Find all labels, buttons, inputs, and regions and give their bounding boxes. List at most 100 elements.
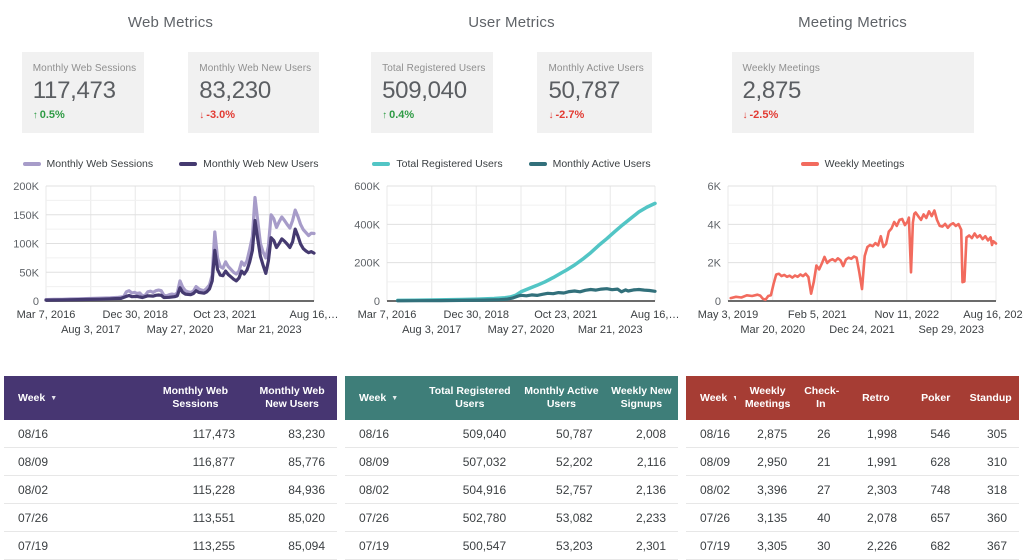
chart-plot-area[interactable]: 0 2K 4K 6K May 3, 2019 Mar 20, 2020 Feb 5, 202… <box>682 176 1023 346</box>
scorecard-monthly-web-new-users: Monthly Web New Users 83,230 ↓ -3.0% <box>188 52 320 133</box>
svg-text:Mar 7, 2016: Mar 7, 2016 <box>17 309 76 321</box>
legend-item-monthly-active-users[interactable]: Monthly Active Users <box>528 158 651 170</box>
meeting-metrics-table: Week ▼ Weekly Meetings Check-In Retro Poker St… <box>686 376 1019 560</box>
table-header-row: Week ▼ Total Registered Users Monthly Activ… <box>345 376 678 420</box>
chart-plot-area[interactable]: 0 200K 400K 600K Mar 7, 2016 Aug 3, 2017 Dec 3… <box>341 176 682 346</box>
table-cell: 504,916 <box>421 475 519 504</box>
column-header-weekly-new-signups[interactable]: Weekly New Signups <box>611 385 672 410</box>
table-cell: 40 <box>799 503 843 532</box>
svg-text:Mar 7, 2016: Mar 7, 2016 <box>358 309 417 321</box>
web-line-chart[interactable]: Monthly Web Sessions Monthly Web New User… <box>0 156 341 346</box>
scorecard-value: 2,875 <box>742 77 802 104</box>
sort-arrow-icon: ▼ <box>391 394 399 402</box>
chart-legend: Weekly Meetings <box>682 156 1023 172</box>
scorecard-delta: ↑ 0.4% <box>382 109 415 121</box>
column-header-week[interactable]: Week ▼ <box>686 376 736 420</box>
table-cell: 2,226 <box>842 531 910 560</box>
column-header-week[interactable]: Week ▼ <box>359 391 399 404</box>
table-cell: 3,135 <box>735 503 800 532</box>
column-header-monthly-web-new-users[interactable]: Monthly Web New Users <box>259 385 325 410</box>
svg-text:0: 0 <box>33 296 39 308</box>
column-header-standup[interactable]: Standup <box>969 391 1012 404</box>
svg-text:Aug 3, 2017: Aug 3, 2017 <box>61 324 120 336</box>
table-cell: 1,991 <box>842 447 910 476</box>
svg-text:0: 0 <box>715 296 721 308</box>
table-cell: 53,082 <box>518 503 605 532</box>
table-row: 08/16 509,040 50,787 2,008 <box>345 420 678 448</box>
table-row: 08/02 504,916 52,757 2,136 <box>345 475 678 504</box>
table-cell: 507,032 <box>421 447 519 476</box>
table-cell: 85,776 <box>247 447 337 476</box>
table-cell: 546 <box>909 420 963 448</box>
svg-text:May 3, 2019: May 3, 2019 <box>698 309 759 321</box>
table-cell: 21 <box>799 447 843 476</box>
meeting-line-chart[interactable]: Weekly Meetings 0 2K 4K 6K May 3, 2019 Mar 20… <box>682 156 1023 346</box>
chart-legend: Monthly Web Sessions Monthly Web New User… <box>0 156 341 172</box>
table-cell: 113,551 <box>143 503 248 532</box>
legend-item-total-registered-users[interactable]: Total Registered Users <box>372 158 503 170</box>
table-cell: 360 <box>962 503 1019 532</box>
column-header-weekly-meetings[interactable]: Weekly Meetings <box>744 385 791 410</box>
table-cell: 2,078 <box>842 503 910 532</box>
legend-item-monthly-web-sessions[interactable]: Monthly Web Sessions <box>22 158 153 170</box>
web-metrics-section: Web Metrics Monthly Web Sessions 117,473… <box>0 0 341 560</box>
svg-text:200K: 200K <box>354 258 380 270</box>
trend-arrow-icon: ↑ <box>382 110 388 121</box>
table-cell: 08/02 <box>4 475 144 504</box>
column-header-monthly-web-sessions[interactable]: Monthly Web Sessions <box>162 385 229 410</box>
user-table-wrap: Week ▼ Total Registered Users Monthly Activ… <box>341 376 682 560</box>
svg-text:400K: 400K <box>354 219 380 231</box>
scorecard-label: Monthly Web New Users <box>199 63 312 74</box>
svg-text:200K: 200K <box>13 181 39 193</box>
sort-arrow-icon: ▼ <box>732 394 736 402</box>
user-line-chart[interactable]: Total Registered Users Monthly Active Use… <box>341 156 682 346</box>
svg-text:Oct 23, 2021: Oct 23, 2021 <box>193 309 256 321</box>
table-cell: 85,094 <box>247 531 337 560</box>
table-cell: 07/26 <box>686 503 736 532</box>
table-cell: 305 <box>962 420 1019 448</box>
table-cell: 310 <box>962 447 1019 476</box>
svg-text:Mar 21, 2023: Mar 21, 2023 <box>237 324 302 336</box>
table-cell: 2,875 <box>735 420 800 448</box>
table-header-row: Week ▼ Weekly Meetings Check-In Retro Poker St… <box>686 376 1019 420</box>
sort-arrow-icon: ▼ <box>50 394 58 402</box>
table-cell: 08/09 <box>4 447 144 476</box>
column-header-check-in[interactable]: Check-In <box>804 385 840 410</box>
column-header-week[interactable]: Week ▼ <box>18 391 58 404</box>
table-cell: 502,780 <box>421 503 519 532</box>
scorecard-label: Weekly Meetings <box>742 63 820 74</box>
table-row: 07/26 502,780 53,082 2,233 <box>345 503 678 532</box>
legend-item-weekly-meetings[interactable]: Weekly Meetings <box>800 158 904 170</box>
table-row: 08/02 3,396 27 2,303 748 318 <box>686 475 1019 504</box>
table-cell: 08/09 <box>686 447 736 476</box>
svg-text:Mar 21, 2023: Mar 21, 2023 <box>578 324 643 336</box>
column-header-monthly-active-users[interactable]: Monthly Active Users <box>524 385 599 410</box>
table-cell: 08/09 <box>345 447 422 476</box>
column-header-total-registered-users[interactable]: Total Registered Users <box>429 385 511 410</box>
scorecard-delta: ↑ 0.5% <box>32 109 65 121</box>
legend-label: Total Registered Users <box>396 158 503 170</box>
chart-plot-area[interactable]: 0 50K 100K 150K 200K Mar 7, 2016 Aug 3, 2017 De… <box>0 176 341 346</box>
table-cell: 509,040 <box>421 420 519 448</box>
table-cell: 07/19 <box>686 531 736 560</box>
table-row: 08/02 115,228 84,936 <box>4 475 337 504</box>
scorecard-value: 83,230 <box>199 77 271 104</box>
table-row: 08/09 116,877 85,776 <box>4 447 337 476</box>
scorecard-delta: ↓ -2.5% <box>742 109 779 121</box>
table-cell: 07/26 <box>4 503 144 532</box>
legend-item-monthly-web-new-users[interactable]: Monthly Web New Users <box>179 158 318 170</box>
table-row: 07/19 3,305 30 2,226 682 367 <box>686 531 1019 560</box>
table-cell: 3,396 <box>735 475 800 504</box>
svg-text:Dec 30, 2018: Dec 30, 2018 <box>103 309 168 321</box>
column-header-poker[interactable]: Poker <box>921 391 951 404</box>
scorecard-weekly-meetings: Weekly Meetings 2,875 ↓ -2.5% <box>731 52 974 133</box>
table-cell: 1,998 <box>842 420 910 448</box>
table-cell: 2,301 <box>604 531 678 560</box>
trend-arrow-icon: ↓ <box>548 110 554 121</box>
table-cell: 2,233 <box>604 503 678 532</box>
table-cell: 116,877 <box>143 447 248 476</box>
scorecard-row: Weekly Meetings 2,875 ↓ -2.5% <box>682 52 1023 133</box>
column-header-retro[interactable]: Retro <box>862 391 890 404</box>
meeting-table-wrap: Week ▼ Weekly Meetings Check-In Retro Poker St… <box>682 376 1023 560</box>
svg-text:50K: 50K <box>19 267 39 279</box>
